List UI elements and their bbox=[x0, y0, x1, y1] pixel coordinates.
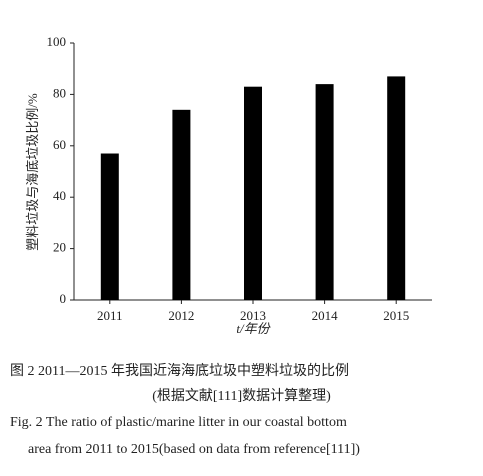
caption: area from 2011 to 2015(based on data fro… bbox=[28, 442, 360, 457]
x-axis-label: t/年份 bbox=[236, 321, 271, 336]
y-tick-label: 20 bbox=[53, 240, 66, 255]
caption: Fig. 2 The ratio of plastic/marine litte… bbox=[10, 415, 347, 430]
caption: 图 2 2011—2015 年我国近海海底垃圾中塑料垃圾的比例 bbox=[10, 364, 349, 379]
bar bbox=[315, 84, 334, 301]
y-tick-label: 60 bbox=[53, 137, 66, 152]
y-tick-label: 100 bbox=[47, 34, 67, 49]
y-tick-label: 40 bbox=[53, 188, 66, 203]
y-tick-label: 0 bbox=[60, 291, 67, 306]
x-tick-label: 2011 bbox=[97, 308, 123, 323]
x-tick-label: 2015 bbox=[383, 308, 409, 323]
bar bbox=[100, 153, 119, 300]
y-axis-label: 塑料垃圾与海底垃圾比例/% bbox=[25, 93, 40, 251]
chart: 塑料垃圾与海底垃圾比例/% t/年份 0 20 40 60 80 100 2011 2012 2… bbox=[25, 34, 432, 336]
bar bbox=[172, 109, 191, 300]
caption: (根据文献[111]数据计算整理) bbox=[152, 389, 331, 404]
x-tick-label: 2014 bbox=[312, 308, 339, 323]
y-tick-label: 80 bbox=[53, 85, 66, 100]
bar bbox=[244, 86, 262, 300]
x-tick-label: 2012 bbox=[168, 308, 194, 323]
x-tick-label: 2013 bbox=[240, 308, 266, 323]
bar bbox=[387, 76, 406, 300]
